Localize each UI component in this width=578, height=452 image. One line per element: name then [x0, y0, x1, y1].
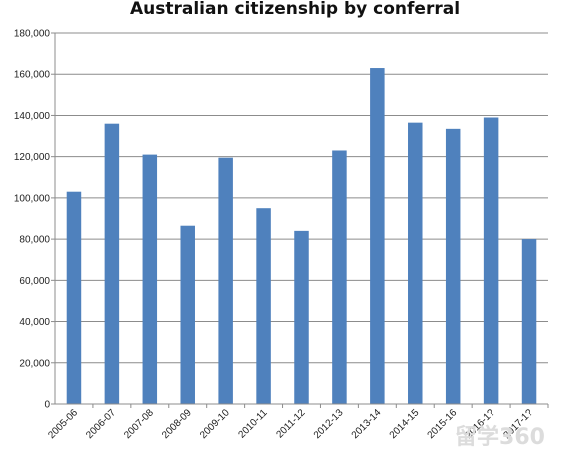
y-tick-label: 60,000: [19, 276, 50, 287]
x-tick-label: 2010-11: [236, 407, 270, 441]
bar-2017-18: [521, 239, 537, 404]
chart-title: Australian citizenship by conferral: [130, 0, 460, 19]
y-tick-label: 180,000: [14, 29, 51, 40]
axes: [51, 32, 549, 408]
bars: [66, 68, 537, 405]
gridlines: [55, 32, 548, 364]
x-tick-label: 2011-12: [274, 407, 308, 441]
bar-2005-06: [66, 191, 82, 404]
bar-2007-08: [142, 154, 158, 404]
bar-2006-07: [104, 123, 120, 404]
x-tick-label: 2005-06: [46, 407, 80, 441]
x-tick-label: 2012-13: [312, 407, 346, 441]
y-tick-label: 0: [44, 400, 50, 411]
bar-2009-10: [218, 157, 233, 404]
x-tick-label: 2014-15: [388, 407, 422, 441]
y-tick-label: 80,000: [19, 235, 50, 246]
bar-2013-14: [370, 68, 385, 405]
bar-2015-16: [445, 128, 461, 404]
y-tick-label: 120,000: [14, 152, 51, 163]
bar-2011-12: [294, 230, 309, 404]
x-tick-label: 2007-08: [122, 407, 156, 441]
x-tick-label: 2013-14: [350, 407, 384, 441]
bar-2012-13: [332, 150, 347, 404]
y-axis-tick-labels: 0 20,000 40,000 60,000 80,000 100,000 120,000 1…: [14, 29, 51, 411]
y-tick-label: 20,000: [19, 358, 50, 369]
y-tick-label: 100,000: [14, 193, 51, 204]
bar-2014-15: [408, 122, 423, 405]
y-tick-label: 40,000: [19, 317, 50, 328]
bar-2016-17: [483, 117, 499, 404]
x-tick-label: 2008-09: [160, 407, 194, 441]
y-tick-label: 140,000: [14, 111, 51, 122]
bar-2008-09: [180, 225, 195, 404]
y-tick-label: 160,000: [14, 70, 51, 81]
x-tick-label: 2006-07: [84, 407, 118, 441]
x-tick-label: 2009-10: [198, 407, 232, 441]
watermark-logo: 留学360: [455, 424, 545, 450]
bar-2010-11: [256, 208, 271, 404]
